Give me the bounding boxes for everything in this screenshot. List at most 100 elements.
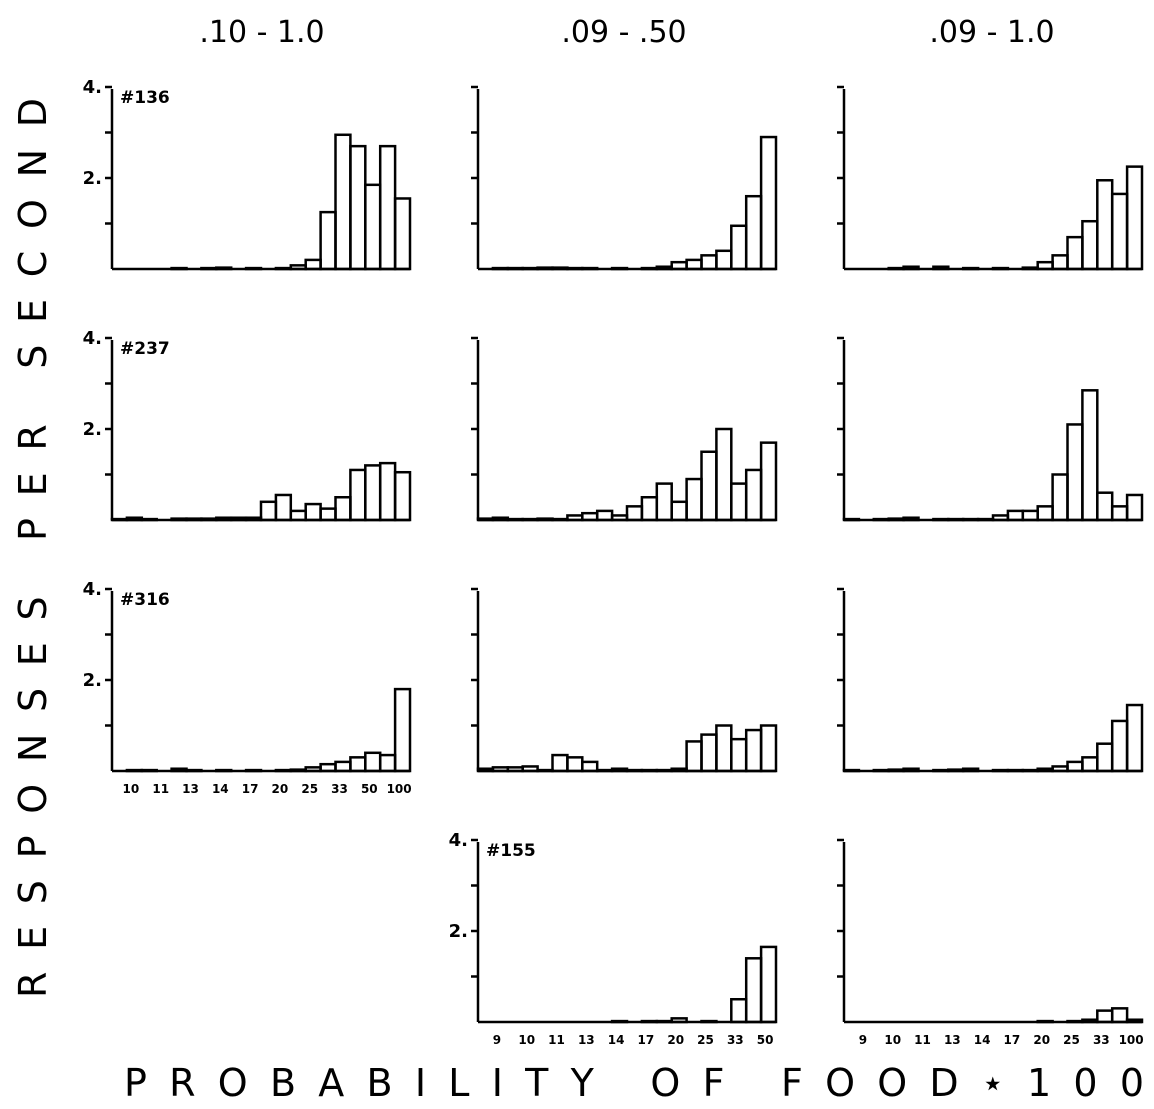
histogram-bar [1036,505,1054,522]
histogram-bar [1110,192,1129,271]
histogram-bar [961,517,980,522]
panel-r1-c2 [837,336,1144,522]
x-tick-label: 50 [757,1033,774,1047]
histogram-bar [991,514,1010,522]
histogram-bar [715,427,733,522]
histogram-bar [640,266,659,271]
histogram-bar [536,768,554,773]
x-tick-label: 13 [578,1033,595,1047]
histogram-bar [715,249,733,271]
histogram-bar [1081,389,1099,522]
histogram-bar [991,768,1010,773]
histogram-bar [476,767,495,773]
histogram-bar [244,266,263,271]
panel-r1-c0: 2. 4. #237 [83,328,412,522]
y-tick-label: 4. [83,579,102,600]
histogram-bar [744,957,763,1024]
histogram-bar [1081,219,1099,271]
x-tick-label: 17 [242,782,259,796]
histogram-bar [259,500,278,522]
histogram-bar [655,482,673,522]
histogram-bar [185,517,203,522]
histogram-bar [759,441,778,522]
histogram-bar [744,468,763,522]
histogram-bar [536,266,554,271]
histogram-bar [1125,493,1144,522]
histogram-bar [1006,509,1025,522]
histogram-bar [274,768,293,773]
histogram-bar [289,509,307,522]
histogram-bar [991,266,1010,271]
histogram-bar [842,517,861,522]
histogram-bar [110,517,129,522]
x-tick-label: 9 [859,1033,867,1047]
column-title-2: .09 - 1.0 [929,15,1054,50]
histogram-bar [334,133,352,271]
histogram-bar [125,768,144,773]
histogram-bar [655,768,673,773]
y-tick-label: 2. [83,670,102,691]
x-tick-label: 10 [884,1033,901,1047]
histogram-bar [319,507,337,522]
histogram-bar [700,254,718,271]
histogram-bar [640,768,659,773]
histogram-bar [759,945,778,1024]
histogram-bar [947,768,965,773]
histogram-bar [1110,1007,1129,1024]
histogram-bar [715,724,733,773]
histogram-bar [872,517,890,522]
histogram-bar [349,756,367,773]
histogram-bar [685,258,703,271]
x-tick-label: 100 [1119,1033,1144,1047]
histogram-bar [125,516,144,522]
histogram-bar [1096,491,1114,522]
histogram-bar [1051,765,1069,773]
histogram-bar [685,740,703,773]
histogram-bar [730,224,748,271]
histogram-bar [1110,505,1129,522]
histogram-bar [476,517,495,522]
column-titles: .10 - 1.0 .09 - .50 .09 - 1.0 [199,15,1054,50]
histogram-bar [140,768,158,773]
histogram-bar [759,135,778,271]
x-tick-label: 20 [272,782,289,796]
histogram-bar [581,266,599,271]
panel-r2-c1 [471,587,778,773]
histogram-bar [378,461,397,522]
panel-r3-c1: 2. 4. #155 9 10 11 13 14 17 20 25 33 50 [449,830,778,1047]
histogram-bar [349,144,367,271]
y-axis-title: RESPONSES PER SECOND [11,98,55,998]
y-tick-label: 2. [449,921,468,942]
histogram-bar [319,762,337,773]
x-tick-label: 20 [667,1033,684,1047]
histogram-bar [506,517,524,522]
histogram-bar [506,266,524,271]
histogram-bar [364,183,382,271]
x-tick-label: 100 [387,782,412,796]
histogram-bar [685,477,703,522]
histogram-bar [700,733,718,773]
panel-r0-c1 [471,85,778,271]
histogram-bar [185,768,203,773]
histogram-bar [334,760,352,773]
histogram-bar [304,766,322,773]
histogram-bar [1006,768,1025,773]
histogram-bar [670,260,688,271]
histogram-bar [1096,1009,1114,1024]
histogram-bar [1066,1019,1084,1024]
y-tick-label: 4. [449,830,468,851]
histogram-bar [610,514,629,522]
histogram-bar [566,514,584,522]
histogram-bar [640,1019,659,1024]
histogram-bar [581,511,599,522]
histogram-bar [378,753,397,773]
histogram-bar [640,496,659,522]
histogram-bar [932,517,950,522]
subject-label: #237 [120,339,170,359]
histogram-panels: 2. 4. #136 2. 4. #237 2. 4. #316 10 11 13 14 17 20 25 33… [83,77,1144,1047]
histogram-bar [491,516,510,522]
histogram-bar [1066,423,1084,522]
histogram-bar [700,1019,718,1024]
x-tick-label: 33 [727,1033,744,1047]
histogram-bar [393,470,412,522]
